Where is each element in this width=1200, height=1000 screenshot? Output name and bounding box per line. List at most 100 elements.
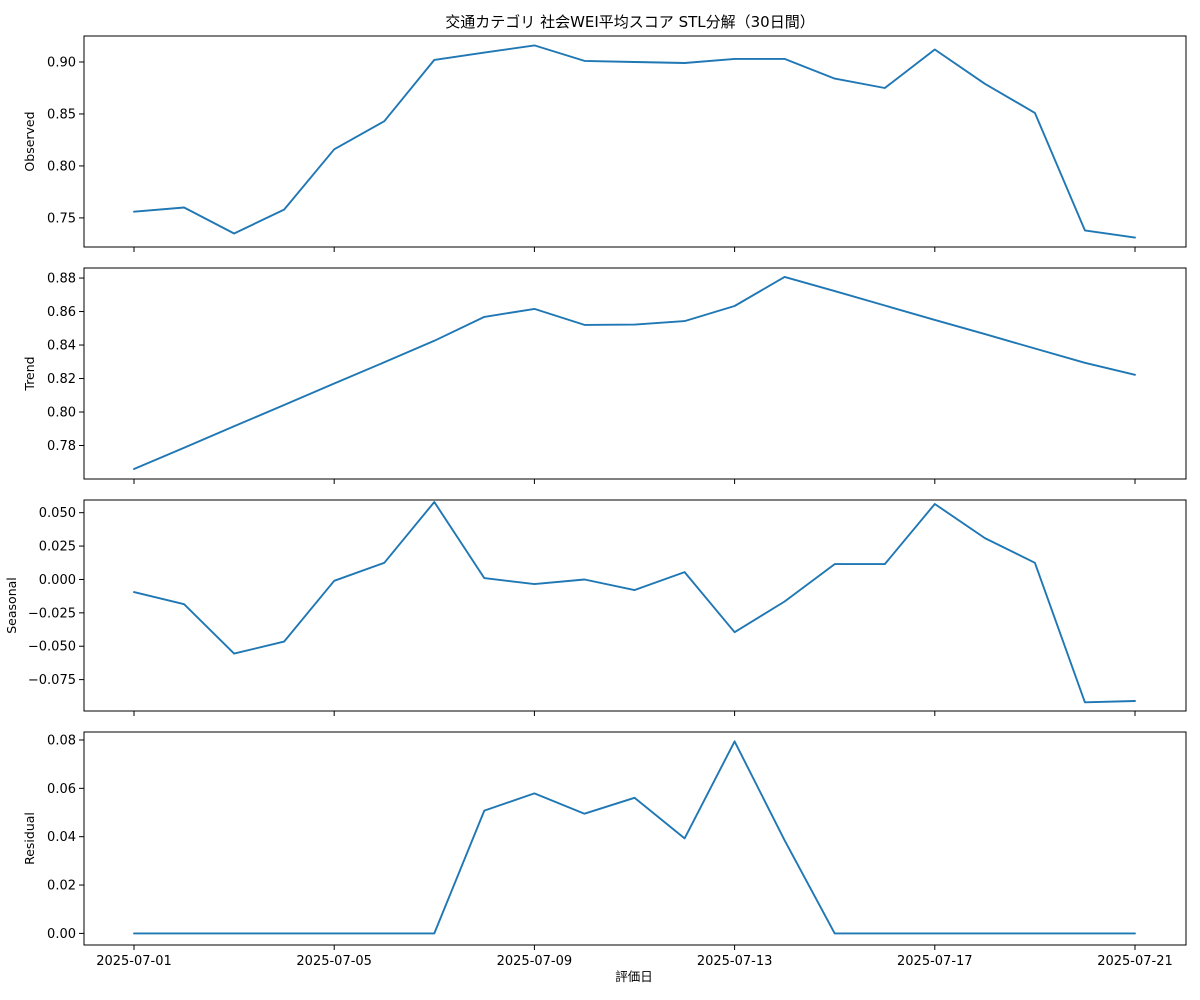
y-tick-label: 0.85 bbox=[47, 107, 76, 122]
data-point bbox=[982, 536, 987, 541]
chart-title: 交通カテゴリ 社会WEI平均スコア STL分解（30日間） bbox=[445, 13, 814, 31]
data-point bbox=[432, 500, 437, 505]
data-point bbox=[382, 560, 387, 565]
data-point bbox=[1133, 699, 1138, 704]
data-point bbox=[832, 931, 837, 936]
y-tick-label: 0.04 bbox=[47, 830, 76, 845]
data-point bbox=[282, 931, 287, 936]
data-point bbox=[182, 931, 187, 936]
data-point bbox=[1032, 346, 1037, 351]
panel-trend: 0.78 0.80 0.82 0.84 0.86 0.88 Trend bbox=[22, 267, 1187, 484]
y-axis-label: Trend bbox=[22, 356, 37, 391]
data-point bbox=[282, 639, 287, 644]
data-point bbox=[1133, 235, 1138, 240]
data-point bbox=[232, 651, 237, 656]
data-point bbox=[532, 582, 537, 587]
y-tick-label: 0.88 bbox=[47, 272, 76, 287]
data-point bbox=[132, 931, 137, 936]
x-tick-label: 2025-07-05 bbox=[296, 954, 372, 969]
data-point bbox=[732, 56, 737, 61]
data-point bbox=[1082, 360, 1087, 365]
data-point bbox=[882, 303, 887, 308]
y-tick-label: 0.025 bbox=[39, 540, 76, 555]
data-point bbox=[782, 599, 787, 604]
data-point bbox=[182, 602, 187, 607]
plot-frame bbox=[83, 731, 1187, 946]
data-point bbox=[532, 306, 537, 311]
data-point bbox=[482, 576, 487, 581]
panels-group: 0.75 0.80 0.85 0.90 Observed 0.78 0.80 0.82 0.84… bbox=[4, 35, 1187, 969]
y-tick-label: −0.050 bbox=[28, 640, 76, 655]
data-point bbox=[682, 570, 687, 575]
data-point bbox=[132, 590, 137, 595]
data-point bbox=[282, 403, 287, 408]
data-point bbox=[982, 931, 987, 936]
data-point bbox=[582, 577, 587, 582]
data-point bbox=[182, 445, 187, 450]
data-point bbox=[782, 274, 787, 279]
data-point bbox=[882, 86, 887, 91]
y-tick-label: 0.86 bbox=[47, 305, 76, 320]
data-point bbox=[482, 808, 487, 813]
data-point bbox=[632, 795, 637, 800]
data-point bbox=[382, 360, 387, 365]
data-point bbox=[432, 931, 437, 936]
x-tick-label: 2025-07-09 bbox=[497, 954, 573, 969]
data-point bbox=[582, 811, 587, 816]
series-line-trend bbox=[133, 275, 1136, 470]
data-point bbox=[732, 304, 737, 309]
data-point bbox=[582, 322, 587, 327]
x-tick-label: 2025-07-17 bbox=[897, 954, 973, 969]
data-point bbox=[432, 338, 437, 343]
y-axis-label: Seasonal bbox=[4, 577, 19, 634]
data-point bbox=[432, 57, 437, 62]
panel-observed: 0.75 0.80 0.85 0.90 Observed bbox=[22, 35, 1187, 252]
x-axis-label: 評価日 bbox=[615, 969, 653, 984]
y-tick-label: 0.84 bbox=[47, 339, 76, 354]
data-point bbox=[782, 838, 787, 843]
data-point bbox=[1032, 110, 1037, 115]
data-point bbox=[732, 739, 737, 744]
data-point bbox=[332, 381, 337, 386]
data-point bbox=[1032, 931, 1037, 936]
data-point bbox=[682, 836, 687, 841]
data-point bbox=[832, 76, 837, 81]
data-point bbox=[182, 205, 187, 210]
data-point bbox=[982, 332, 987, 337]
panel-residual: 0.00 0.02 0.04 0.06 0.08 2025-07-01 2025-07-05… bbox=[22, 731, 1187, 969]
plot-frame bbox=[83, 267, 1187, 480]
data-point bbox=[232, 231, 237, 236]
data-point bbox=[782, 56, 787, 61]
data-point bbox=[882, 562, 887, 567]
data-point bbox=[532, 43, 537, 48]
y-tick-label: 0.050 bbox=[39, 506, 76, 521]
data-point bbox=[332, 931, 337, 936]
data-point bbox=[932, 931, 937, 936]
y-tick-label: 0.90 bbox=[47, 55, 76, 70]
x-tick-label: 2025-07-13 bbox=[697, 954, 773, 969]
data-point bbox=[932, 47, 937, 52]
data-point bbox=[832, 289, 837, 294]
data-point bbox=[1082, 700, 1087, 705]
data-point bbox=[132, 467, 137, 472]
data-point bbox=[932, 317, 937, 322]
series-line-seasonal bbox=[133, 501, 1136, 704]
data-point bbox=[1082, 931, 1087, 936]
y-tick-label: 0.000 bbox=[39, 573, 76, 588]
y-tick-label: 0.00 bbox=[47, 927, 76, 942]
data-point bbox=[932, 502, 937, 507]
data-point bbox=[882, 931, 887, 936]
data-point bbox=[132, 209, 137, 214]
data-point bbox=[232, 424, 237, 429]
y-tick-label: 0.80 bbox=[47, 406, 76, 421]
data-point bbox=[682, 61, 687, 66]
y-tick-label: 0.02 bbox=[47, 879, 76, 894]
data-point bbox=[982, 81, 987, 86]
y-tick-label: −0.075 bbox=[28, 673, 76, 688]
data-point bbox=[682, 319, 687, 324]
data-point bbox=[282, 207, 287, 212]
data-point bbox=[382, 931, 387, 936]
data-point bbox=[632, 588, 637, 593]
data-point bbox=[1133, 931, 1138, 936]
data-point bbox=[632, 322, 637, 327]
